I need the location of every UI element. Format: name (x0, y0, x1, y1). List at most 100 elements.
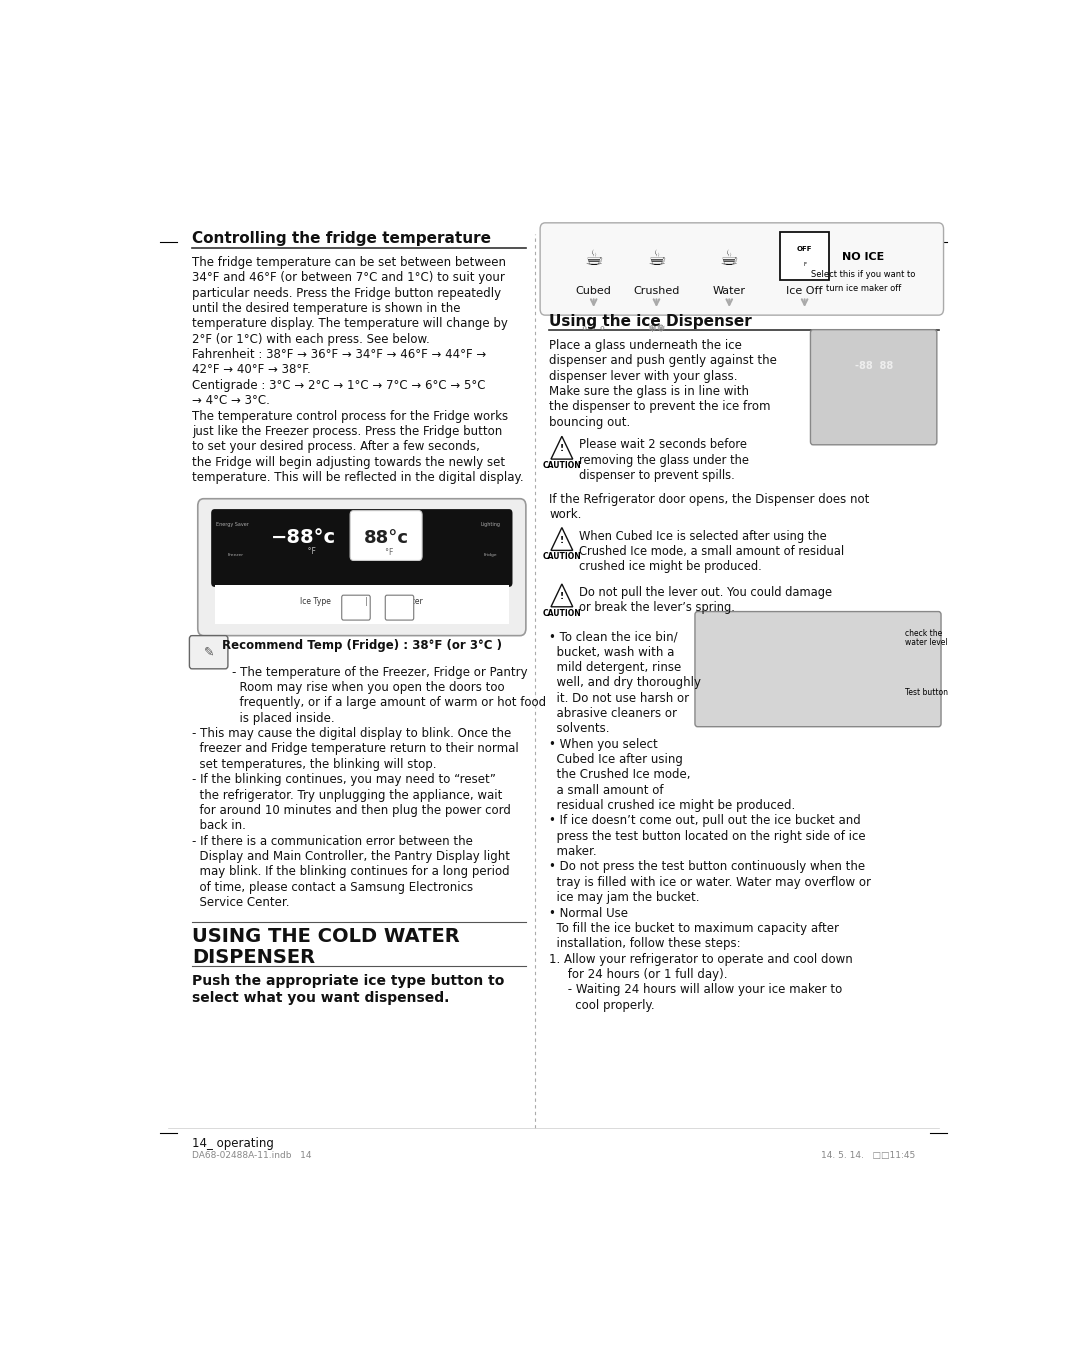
FancyBboxPatch shape (810, 330, 936, 445)
Text: ☕: ☕ (647, 249, 666, 268)
Text: Do not pull the lever out. You could damage: Do not pull the lever out. You could dam… (580, 586, 833, 599)
FancyBboxPatch shape (781, 232, 828, 280)
Text: it. Do not use harsh or: it. Do not use harsh or (550, 691, 689, 704)
Text: °F: °F (378, 548, 394, 556)
Text: bucket, wash with a: bucket, wash with a (550, 645, 675, 659)
Text: particular needs. Press the Fridge button repeatedly: particular needs. Press the Fridge butto… (192, 287, 501, 300)
Text: If the Refrigerator door opens, the Dispenser does not: If the Refrigerator door opens, the Disp… (550, 493, 869, 505)
Text: Fahrenheit : 38°F → 36°F → 34°F → 46°F → 44°F →: Fahrenheit : 38°F → 36°F → 34°F → 46°F →… (192, 348, 486, 361)
FancyBboxPatch shape (198, 498, 526, 636)
Text: ✎: ✎ (203, 645, 214, 659)
Text: OFF: OFF (797, 245, 812, 252)
Text: Display and Main Controller, the Pantry Display light: Display and Main Controller, the Pantry … (192, 850, 510, 863)
Text: or break the lever’s spring.: or break the lever’s spring. (580, 601, 735, 614)
Text: Crushed: Crushed (633, 286, 679, 296)
Text: Ice Off: Ice Off (786, 286, 823, 296)
Text: temperature. This will be reflected in the digital display.: temperature. This will be reflected in t… (192, 471, 524, 484)
FancyBboxPatch shape (386, 595, 414, 620)
Text: DISPENSER: DISPENSER (192, 948, 315, 967)
Text: dispenser and push gently against the: dispenser and push gently against the (550, 354, 778, 368)
Text: Please wait 2 seconds before: Please wait 2 seconds before (580, 438, 747, 451)
Text: F: F (804, 261, 806, 267)
Text: installation, follow these steps:: installation, follow these steps: (550, 938, 741, 950)
Polygon shape (551, 528, 572, 551)
Text: 34°F and 46°F (or between 7°C and 1°C) to suit your: 34°F and 46°F (or between 7°C and 1°C) t… (192, 271, 504, 284)
Text: ⚬⚬⚬: ⚬⚬⚬ (580, 325, 608, 334)
Text: the dispenser to prevent the ice from: the dispenser to prevent the ice from (550, 400, 771, 414)
Text: Service Center.: Service Center. (192, 896, 289, 909)
Text: Water: Water (713, 286, 746, 296)
Text: select what you want dispensed.: select what you want dispensed. (192, 991, 449, 1005)
Text: is placed inside.: is placed inside. (232, 711, 335, 725)
Text: - If there is a communication error between the: - If there is a communication error betw… (192, 835, 473, 847)
Text: Select this if you want to: Select this if you want to (811, 271, 916, 279)
Text: freezer and Fridge temperature return to their normal: freezer and Fridge temperature return to… (192, 742, 518, 756)
Text: Make sure the glass is in line with: Make sure the glass is in line with (550, 385, 750, 399)
Text: Water: Water (401, 597, 423, 606)
Text: Crushed Ice mode, a small amount of residual: Crushed Ice mode, a small amount of resi… (580, 546, 845, 558)
Text: Push the appropriate ice type button to: Push the appropriate ice type button to (192, 974, 504, 987)
Text: 2°F (or 1°C) with each press. See below.: 2°F (or 1°C) with each press. See below. (192, 333, 430, 346)
Text: dispenser lever with your glass.: dispenser lever with your glass. (550, 369, 738, 383)
Text: turn ice maker off: turn ice maker off (825, 284, 901, 292)
Text: • To clean the ice bin/: • To clean the ice bin/ (550, 630, 678, 644)
Text: Cubed: Cubed (576, 286, 611, 296)
Text: Controlling the fridge temperature: Controlling the fridge temperature (192, 232, 491, 247)
Text: The fridge temperature can be set between between: The fridge temperature can be set betwee… (192, 256, 505, 269)
Text: 14_ operating: 14_ operating (192, 1137, 274, 1149)
Text: • If ice doesn’t come out, pull out the ice bucket and: • If ice doesn’t come out, pull out the … (550, 815, 861, 827)
Text: Fridge: Fridge (484, 554, 498, 558)
Text: ice may jam the bucket.: ice may jam the bucket. (550, 892, 700, 904)
Text: back in.: back in. (192, 819, 246, 832)
Text: → 4°C → 3°C.: → 4°C → 3°C. (192, 395, 270, 407)
Text: Place a glass underneath the ice: Place a glass underneath the ice (550, 339, 742, 352)
Text: ☕: ☕ (584, 249, 603, 268)
FancyBboxPatch shape (212, 509, 513, 587)
Text: well, and dry thoroughly: well, and dry thoroughly (550, 676, 701, 690)
Text: Freezer: Freezer (228, 554, 243, 558)
Text: -88  88: -88 88 (854, 361, 893, 372)
Text: abrasive cleaners or: abrasive cleaners or (550, 707, 677, 721)
Text: maker.: maker. (550, 845, 597, 858)
Text: !: ! (559, 445, 564, 454)
Text: Lighting: Lighting (481, 521, 501, 527)
Text: - If the blinking continues, you may need to “reset”: - If the blinking continues, you may nee… (192, 773, 496, 787)
Text: Using the ice Dispenser: Using the ice Dispenser (550, 314, 752, 329)
Text: frequently, or if a large amount of warm or hot food: frequently, or if a large amount of warm… (232, 696, 546, 710)
Text: Cubed Ice after using: Cubed Ice after using (550, 753, 684, 766)
Text: - This may cause the digital display to blink. Once the: - This may cause the digital display to … (192, 727, 511, 740)
Text: ❅❅: ❅❅ (647, 325, 666, 334)
Text: −88°c: −88°c (271, 528, 336, 547)
Text: check the: check the (905, 629, 942, 638)
Text: • When you select: • When you select (550, 738, 658, 750)
Polygon shape (551, 585, 572, 606)
Text: set temperatures, the blinking will stop.: set temperatures, the blinking will stop… (192, 758, 436, 770)
Text: !: ! (559, 593, 564, 601)
Text: - The temperature of the Freezer, Fridge or Pantry: - The temperature of the Freezer, Fridge… (232, 665, 528, 679)
Text: USING THE COLD WATER: USING THE COLD WATER (192, 927, 460, 946)
Text: dispenser to prevent spills.: dispenser to prevent spills. (580, 469, 735, 482)
FancyBboxPatch shape (189, 636, 228, 669)
FancyBboxPatch shape (350, 511, 422, 560)
Text: Ice Type: Ice Type (300, 597, 332, 606)
Text: water level: water level (905, 638, 947, 647)
Text: CAUTION: CAUTION (542, 552, 581, 562)
Text: CAUTION: CAUTION (542, 609, 581, 618)
Text: The temperature control process for the Fridge works: The temperature control process for the … (192, 409, 508, 423)
Text: mild detergent, rinse: mild detergent, rinse (550, 661, 681, 674)
Text: CAUTION: CAUTION (542, 461, 581, 470)
Text: Centigrade : 3°C → 2°C → 1°C → 7°C → 6°C → 5°C: Centigrade : 3°C → 2°C → 1°C → 7°C → 6°C… (192, 379, 485, 392)
Text: ☕: ☕ (720, 249, 739, 268)
Text: the Crushed Ice mode,: the Crushed Ice mode, (550, 768, 691, 781)
Text: to set your desired process. After a few seconds,: to set your desired process. After a few… (192, 440, 480, 453)
Bar (215, 585, 509, 624)
Text: solvents.: solvents. (550, 722, 610, 735)
Text: residual crushed ice might be produced.: residual crushed ice might be produced. (550, 799, 796, 812)
Text: for around 10 minutes and then plug the power cord: for around 10 minutes and then plug the … (192, 804, 511, 816)
Text: removing the glass under the: removing the glass under the (580, 454, 750, 466)
Text: Room may rise when you open the doors too: Room may rise when you open the doors to… (232, 682, 504, 694)
FancyBboxPatch shape (694, 612, 941, 726)
Text: - Waiting 24 hours will allow your ice maker to: - Waiting 24 hours will allow your ice m… (550, 983, 842, 997)
Text: NO ICE: NO ICE (842, 252, 885, 263)
Polygon shape (551, 436, 572, 459)
